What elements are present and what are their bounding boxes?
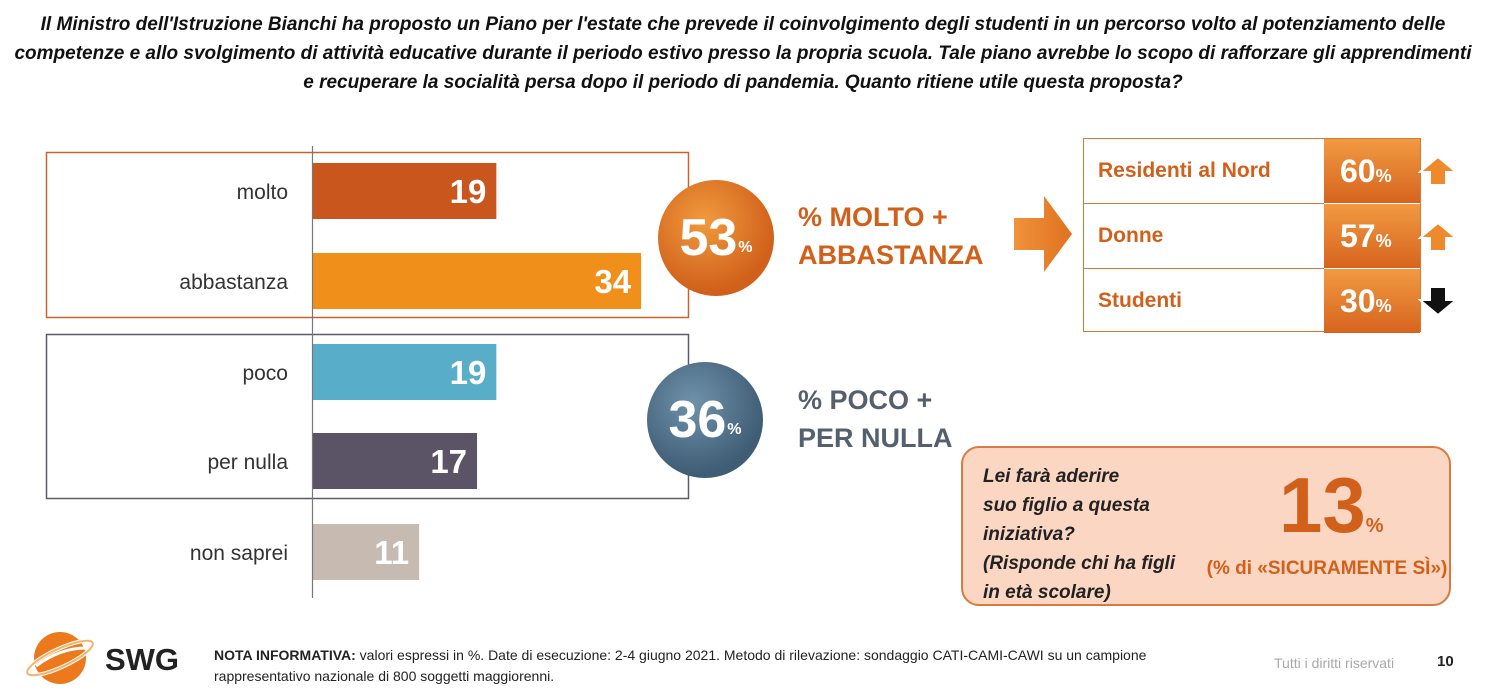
right-arrow-icon <box>1014 196 1072 272</box>
swg-logo-icon <box>25 632 95 684</box>
segment-label: Donne <box>1098 224 1164 247</box>
info-question-line: in età scolare) <box>983 582 1111 603</box>
positive-total-unit: % <box>738 239 753 256</box>
info-question: Lei farà aderire suo figlio a questa ini… <box>983 462 1203 607</box>
info-question-line: Lei farà aderire <box>983 466 1120 487</box>
logo-text: SWG <box>105 642 180 677</box>
info-question-line: iniziativa? <box>983 524 1075 545</box>
rights-text: Tutti i diritti riservati <box>1274 655 1395 671</box>
bar-non-saprei <box>313 524 420 580</box>
segment-value-unit: % <box>1375 231 1392 251</box>
positive-total-value: 53 <box>679 209 738 267</box>
negative-total-unit: % <box>727 421 742 438</box>
segment-value-number: 60 <box>1340 153 1376 189</box>
segment-label: Studenti <box>1098 289 1182 312</box>
bar-value-label: 34 <box>594 263 631 300</box>
bar-poco <box>313 344 497 400</box>
info-box: Lei farà aderire suo figlio a questa ini… <box>961 446 1451 606</box>
negative-label-line1: % POCO + <box>798 385 933 415</box>
footer-note-text: valori espressi in %. Date di esecuzione… <box>214 647 1147 684</box>
segment-value: 30% <box>1324 269 1420 333</box>
bar-value-label: 19 <box>450 173 487 210</box>
segment-divider <box>1084 268 1324 269</box>
negative-group-label: % POCO + PER NULLA <box>798 381 953 457</box>
positive-total-circle: 53% <box>658 180 774 296</box>
bar-value-label: 17 <box>430 443 467 480</box>
segment-value-unit: % <box>1375 296 1392 316</box>
negative-total-value: 36 <box>668 391 727 449</box>
bar-abbastanza <box>313 253 642 309</box>
category-label: poco <box>242 362 288 385</box>
category-label: abbastanza <box>179 271 288 294</box>
segment-value-unit: % <box>1375 166 1392 186</box>
segment-value: 57% <box>1324 204 1420 268</box>
bar-value-label: 11 <box>374 534 409 571</box>
segments-box: Residenti al Nord 60% Donne 57% Studenti… <box>1083 138 1421 333</box>
question-text: Il Ministro dell'Istruzione Bianchi ha p… <box>14 14 1472 93</box>
footer-note-label: NOTA INFORMATIVA: <box>214 647 356 663</box>
info-question-line: suo figlio a questa <box>983 495 1150 516</box>
category-label: non saprei <box>190 542 288 565</box>
bar-per-nulla <box>313 433 478 489</box>
segment-value-number: 57 <box>1340 218 1376 254</box>
segment-row: Donne 57% <box>1084 204 1420 268</box>
positive-label-line2: ABBASTANZA <box>798 240 984 270</box>
trend-up-arrow-icon <box>1418 222 1458 252</box>
trend-up-arrow-icon <box>1418 156 1458 186</box>
info-note: (% di «SICURAMENTE SÌ») <box>1206 558 1448 579</box>
positive-group-label: % MOLTO + ABBASTANZA <box>798 198 983 274</box>
segment-row: Residenti al Nord 60% <box>1084 139 1420 203</box>
segment-value-number: 30 <box>1340 283 1376 319</box>
segment-divider <box>1084 203 1324 204</box>
info-question-line: (Risponde chi ha figli <box>983 553 1176 574</box>
info-value-unit: % <box>1365 515 1384 537</box>
info-value-number: 13 <box>1279 461 1366 549</box>
category-label: per nulla <box>207 451 288 474</box>
category-label: molto <box>237 181 288 204</box>
footer-note: NOTA INFORMATIVA: valori espressi in %. … <box>214 645 1174 687</box>
bar-molto <box>313 163 497 219</box>
negative-total-circle: 36% <box>647 362 763 478</box>
page-number: 10 <box>1437 653 1454 670</box>
segment-label: Residenti al Nord <box>1098 159 1271 182</box>
negative-label-line2: PER NULLA <box>798 423 953 453</box>
segment-value: 60% <box>1324 139 1420 203</box>
positive-label-line1: % MOLTO + <box>798 202 948 232</box>
trend-down-arrow-icon <box>1418 286 1458 316</box>
segment-row: Studenti 30% <box>1084 269 1420 333</box>
info-value: 13% <box>1279 460 1384 571</box>
bar-value-label: 19 <box>450 354 487 391</box>
